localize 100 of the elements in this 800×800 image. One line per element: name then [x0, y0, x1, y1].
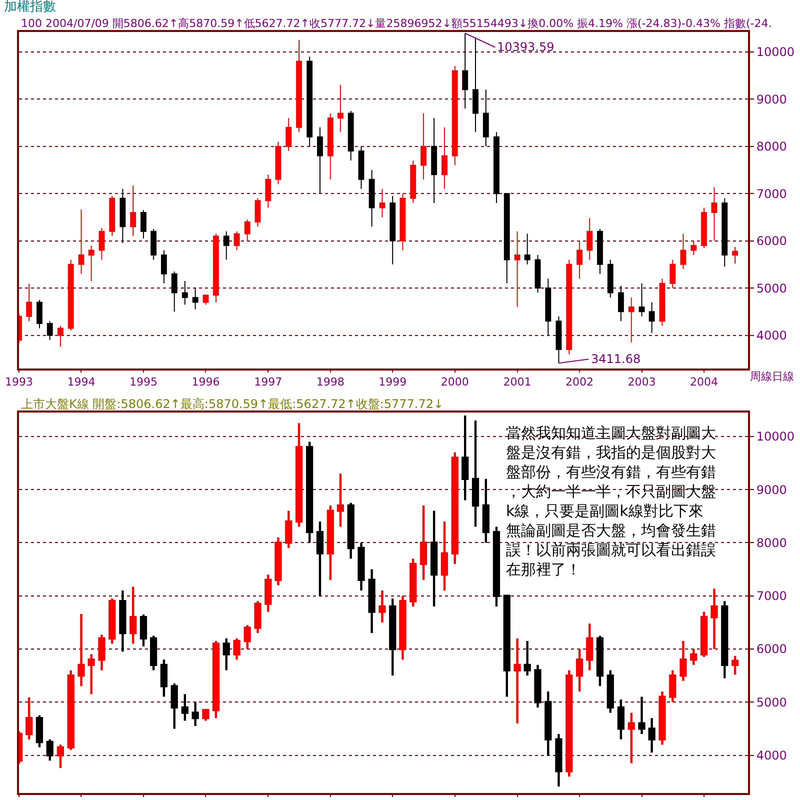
- candlestick: [379, 188, 386, 218]
- candlestick: [170, 682, 178, 730]
- x-tick-label: 2001: [503, 376, 532, 389]
- chart-subtitle: 100 2004/07/09 開5806.62↑高5870.59↑低5627.72↑收5777.72↓量25896952↓額55154493↓換0.00% 振4.19% 漲(-24.83)-0.43% 指數(-24.: [21, 17, 772, 30]
- candlestick: [234, 230, 240, 251]
- candlestick: [36, 714, 44, 748]
- candlestick: [119, 589, 126, 653]
- x-tick-label: 1995: [129, 376, 158, 389]
- x-tick-label: 2002: [566, 376, 594, 389]
- candlestick: [711, 186, 718, 242]
- candlestick: [182, 280, 188, 306]
- candlestick: [628, 712, 635, 764]
- candlestick: [98, 228, 105, 260]
- candlestick: [57, 325, 64, 348]
- candlestick: [67, 669, 74, 752]
- candlestick: [316, 520, 324, 597]
- candlestick: [492, 526, 500, 608]
- candlestick: [680, 233, 686, 270]
- candlestick: [286, 117, 292, 152]
- candlestick: [317, 126, 323, 194]
- candlestick: [482, 89, 489, 147]
- candlestick: [56, 744, 64, 770]
- candlestick: [648, 716, 656, 754]
- candlestick: [358, 542, 365, 592]
- candlestick: [109, 195, 116, 237]
- candlestick: [690, 648, 698, 666]
- candlestick: [431, 117, 438, 204]
- y-tick-label: 4000: [756, 748, 787, 762]
- candlestick: [544, 690, 552, 756]
- candlestick: [140, 613, 148, 648]
- candlestick: [440, 520, 448, 592]
- candlestick: [680, 640, 687, 682]
- candlestick: [669, 669, 676, 704]
- candlestick: [701, 207, 707, 248]
- candlestick: [648, 302, 655, 334]
- candlestick: [410, 558, 417, 608]
- x-tick-label: 1993: [5, 376, 33, 389]
- candlestick: [472, 419, 480, 528]
- candlestick: [659, 278, 666, 326]
- candlestick: [710, 588, 718, 650]
- x-tick-label: 1996: [192, 376, 220, 389]
- candlestick: [223, 230, 230, 260]
- candlestick: [638, 282, 645, 317]
- y-tick-label: 10000: [756, 430, 795, 444]
- x-tick-label: 1994: [67, 376, 96, 389]
- candlestick: [26, 696, 33, 740]
- candlestick: [296, 40, 302, 133]
- annotation: 3411.68: [591, 352, 641, 366]
- candlestick: [524, 640, 531, 677]
- candlestick: [670, 259, 676, 289]
- candlestick: [285, 510, 292, 550]
- candlestick: [586, 622, 594, 672]
- candlestick: [389, 597, 396, 677]
- candlestick: [472, 37, 478, 133]
- candlestick: [378, 589, 386, 624]
- candlestick: [46, 738, 54, 762]
- candlestick: [494, 132, 500, 204]
- candlestick: [462, 414, 469, 502]
- y-tick-label: 9000: [756, 482, 787, 497]
- candlestick: [721, 600, 728, 680]
- candlestick: [514, 230, 520, 308]
- candlestick: [451, 451, 458, 566]
- candlestick: [596, 634, 604, 688]
- candlestick: [597, 228, 603, 274]
- candlestick: [337, 84, 344, 133]
- candlestick: [586, 218, 593, 260]
- candlestick: [618, 285, 624, 322]
- candlestick: [295, 422, 303, 528]
- candlestick: [264, 573, 272, 613]
- candlestick: [442, 126, 448, 190]
- candlestick: [628, 297, 634, 343]
- x-tick-label: 2004: [690, 376, 718, 389]
- candlestick: [130, 185, 136, 237]
- candlestick: [400, 193, 406, 251]
- candlestick: [514, 637, 521, 724]
- chart-title: 加權指數: [4, 0, 56, 15]
- candlestick: [327, 112, 334, 180]
- candlestick: [233, 637, 240, 661]
- candlestick: [576, 240, 582, 280]
- candlestick: [638, 696, 646, 736]
- x-tick-label: 1997: [254, 376, 282, 389]
- candlestick: [275, 141, 282, 185]
- y-tick-label: 6000: [756, 234, 787, 248]
- candlestick: [192, 701, 199, 728]
- candlestick: [98, 634, 106, 672]
- candlestick: [160, 658, 168, 698]
- candlestick: [534, 254, 541, 294]
- candlestick: [545, 278, 552, 336]
- candlestick: [265, 174, 272, 208]
- candlestick: [130, 586, 137, 645]
- candlestick: [202, 709, 210, 722]
- candlestick: [348, 110, 354, 161]
- candlestick: [326, 504, 334, 581]
- candlestick: [306, 440, 314, 544]
- candlestick: [410, 160, 416, 204]
- candlestick: [430, 510, 438, 608]
- candlestick: [420, 504, 428, 581]
- y-tick-label: 8000: [756, 536, 787, 550]
- candlestick: [78, 612, 85, 688]
- candlestick: [46, 320, 53, 341]
